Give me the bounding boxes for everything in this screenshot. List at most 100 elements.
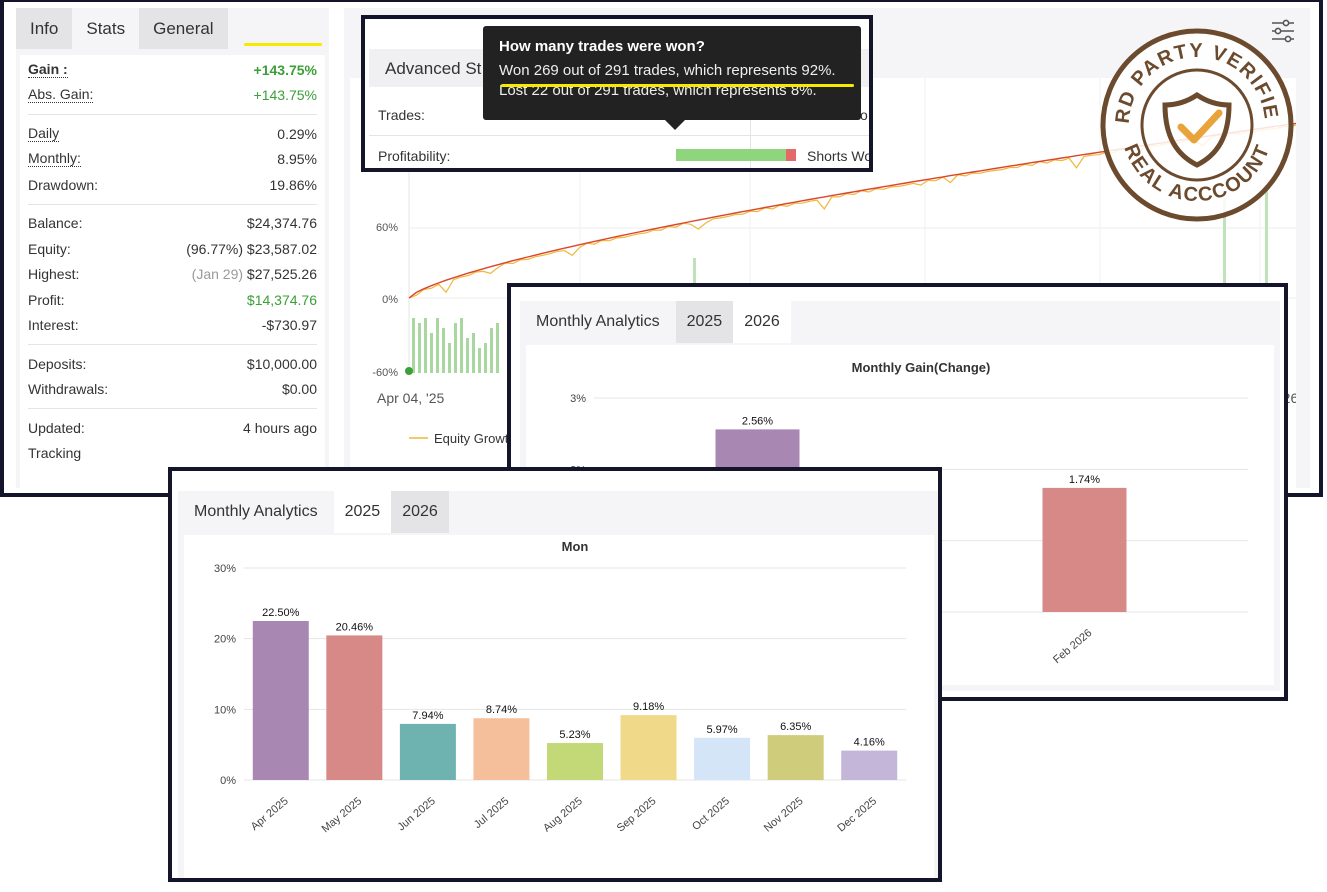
interest-value: -$730.97 [261,317,317,334]
x-tick-label: Oct 2025 [690,795,732,833]
tab-general[interactable]: General [139,8,228,49]
highest-date: (Jan 29) [191,266,244,283]
x-tick-label: Aug 2025 [541,795,585,834]
bar[interactable] [694,737,751,780]
profit-value: $14,374.76 [246,291,317,308]
analytics-header: Monthly Analytics 2025 2026 [178,491,938,533]
stat-interest: Interest: -$730.97 [28,313,317,339]
monthly-analytics-2025-callout: Monthly Analytics 2025 2026 Mon 0% 10% 20% 3… [168,467,942,882]
volume-bar [496,323,499,373]
deposits-label: Deposits: [28,355,87,372]
profit-label: Profit: [28,291,65,308]
bar[interactable] [841,750,898,780]
profitability-bar[interactable] [676,149,796,161]
x-tick-label: Feb 2026 [1051,627,1094,666]
advanced-stats-title[interactable]: Advanced St [385,59,482,78]
tooltip-title: How many trades were won? [499,38,705,55]
bar-value-label: 22.50% [262,607,300,619]
settings-sliders-icon[interactable] [1270,18,1296,44]
chart-title: Mon [562,539,589,554]
tab-stats[interactable]: Stats [86,18,126,38]
tab-info[interactable]: Info [16,8,73,49]
legend-label[interactable]: Equity Growth [434,431,516,446]
equity-label: Equity: [28,240,71,257]
volume-bar [472,333,475,373]
divider [28,114,317,115]
volume-bar [442,328,445,373]
analytics-title: Monthly Analytics [194,503,318,520]
volume-bar [448,343,451,373]
chart-title: Monthly Gain(Change) [852,360,991,375]
abs-gain-value: +143.75% [253,87,317,104]
y-tick-0: 0% [382,294,398,306]
volume-bar [436,318,439,373]
stats-tabs: Info Stats General [16,8,329,49]
x-tick-label: Nov 2025 [762,795,806,834]
x-tick-label: Dec 2025 [835,795,879,834]
tab-2025[interactable]: 2025 [333,491,392,533]
bar[interactable] [620,715,677,780]
bar[interactable] [399,723,456,780]
abs-gain-label[interactable]: Abs. Gain: [28,86,94,104]
analytics-panel: Monthly Analytics 2025 2026 Mon 0% 10% 20% 3… [178,491,938,878]
volume-bar [466,338,469,373]
shield-icon [1162,91,1232,168]
y-tick-label: 0% [220,775,236,787]
bar[interactable] [473,718,530,780]
volume-bar [454,323,457,373]
withdrawals-value: $0.00 [281,381,317,398]
highest-value: $27,525.26 [246,266,317,283]
stat-highest: Highest: (Jan 29) $27,525.26 [28,262,317,288]
stat-profit: Profit: $14,374.76 [28,287,317,313]
deposits-value: $10,000.00 [246,355,317,372]
tab-2026[interactable]: 2026 [733,301,791,343]
y-tick-label: 30% [214,563,236,575]
gain-value: +143.75% [253,61,317,78]
y-tick-60: 60% [376,222,398,234]
divider [369,135,869,136]
volume-bar [484,343,487,373]
updated-label: Updated: [28,419,85,436]
stat-monthly: Monthly: 8.95% [28,147,317,173]
divider [28,344,317,345]
monthly-value: 8.95% [277,151,317,168]
bar[interactable] [326,635,383,780]
volume-bar [460,318,463,373]
volume-bar [478,348,481,373]
highest-values: (Jan 29) $27,525.26 [192,266,317,282]
gain-highlight [244,43,322,46]
y-tick-label: 3% [570,393,586,405]
bar[interactable] [1042,487,1127,612]
x-tick-label: Jun 2025 [395,795,437,833]
daily-label[interactable]: Daily [28,124,60,142]
stats-list: Gain : +143.75% Abs. Gain: +143.75% Dail… [20,55,325,491]
bar[interactable] [252,621,309,780]
monthly-label[interactable]: Monthly: [28,150,81,168]
equity-values: (96.77%) $23,587.02 [186,241,317,257]
gain-label[interactable]: Gain : [28,60,68,78]
tracking-label: Tracking [28,445,82,462]
stat-tracking: Tracking [28,441,317,467]
y-tick-label: 10% [214,704,236,716]
withdrawals-label: Withdrawals: [28,381,109,398]
bar[interactable] [767,735,824,780]
stat-gain: Gain : +143.75% [28,57,317,83]
x-tick-label: Sep 2025 [615,795,659,834]
daily-value: 0.29% [277,125,317,142]
profitability-bar-lost [786,149,796,161]
equity-percent: (96.77%) [186,240,244,257]
bar[interactable] [547,743,603,780]
analytics-header: Monthly Analytics 2025 2026 [520,301,1280,343]
tab-2025[interactable]: 2025 [675,301,734,343]
analytics-title: Monthly Analytics [536,313,660,330]
x-tick-label: Apr 2025 [249,795,291,833]
monthly-gain-chart-2025: Mon 0% 10% 20% 30% 22.50% Apr 2025 20.46% May 20… [214,539,906,835]
drawdown-value: 19.86% [269,176,317,193]
won-trades-tooltip: How many trades were won? Won 269 out of… [483,26,861,120]
volume-bar [1265,178,1268,368]
bar-value-label: 5.97% [707,724,738,736]
bar-value-label: 1.74% [1069,474,1100,486]
tab-2026[interactable]: 2026 [391,491,449,533]
bar-value-label: 7.94% [412,710,443,722]
stat-deposits: Deposits: $10,000.00 [28,351,317,377]
